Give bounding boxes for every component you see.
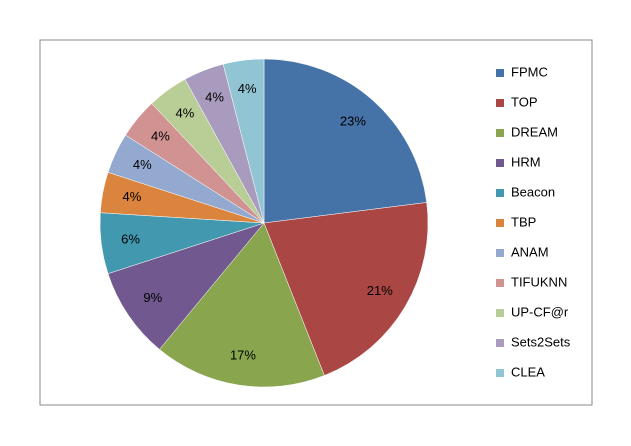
data-label: 21% bbox=[367, 283, 393, 298]
legend-label: DREAM bbox=[511, 124, 558, 139]
pie-slice bbox=[159, 222, 325, 388]
data-label: 4% bbox=[123, 189, 142, 204]
legend-label: TBP bbox=[511, 214, 536, 229]
data-label: 9% bbox=[143, 290, 162, 305]
data-label: 4% bbox=[133, 157, 152, 172]
legend-label: UP-CF@r bbox=[511, 304, 569, 319]
pie-slice bbox=[263, 58, 427, 224]
legend-swatch bbox=[496, 129, 504, 137]
data-label: 23% bbox=[340, 114, 366, 129]
legend-swatch bbox=[496, 159, 504, 167]
legend-swatch bbox=[496, 309, 504, 317]
legend-swatch bbox=[496, 99, 504, 107]
pie-slice bbox=[222, 58, 265, 224]
data-label: 17% bbox=[230, 347, 256, 362]
legend-label: TOP bbox=[511, 94, 538, 109]
legend-swatch bbox=[496, 369, 504, 377]
legend-swatch bbox=[496, 189, 504, 197]
legend-label: Beacon bbox=[511, 184, 555, 199]
data-label: 4% bbox=[176, 106, 195, 121]
legend-label: ANAM bbox=[511, 244, 549, 259]
legend-label: TIFUKNN bbox=[511, 274, 567, 289]
legend-swatch bbox=[496, 219, 504, 227]
legend-label: HRM bbox=[511, 154, 541, 169]
data-label: 6% bbox=[121, 231, 140, 246]
legend-label: CLEA bbox=[511, 364, 545, 379]
legend-label: FPMC bbox=[511, 64, 548, 79]
legend-swatch bbox=[496, 279, 504, 287]
legend-swatch bbox=[496, 249, 504, 257]
data-label: 4% bbox=[151, 129, 170, 144]
pie-slice bbox=[107, 222, 265, 350]
legend-swatch bbox=[496, 339, 504, 347]
data-label: 4% bbox=[238, 81, 257, 96]
legend-swatch bbox=[496, 69, 504, 77]
pie-slice bbox=[263, 202, 429, 376]
legend-label: Sets2Sets bbox=[511, 334, 571, 349]
data-label: 4% bbox=[205, 89, 224, 104]
